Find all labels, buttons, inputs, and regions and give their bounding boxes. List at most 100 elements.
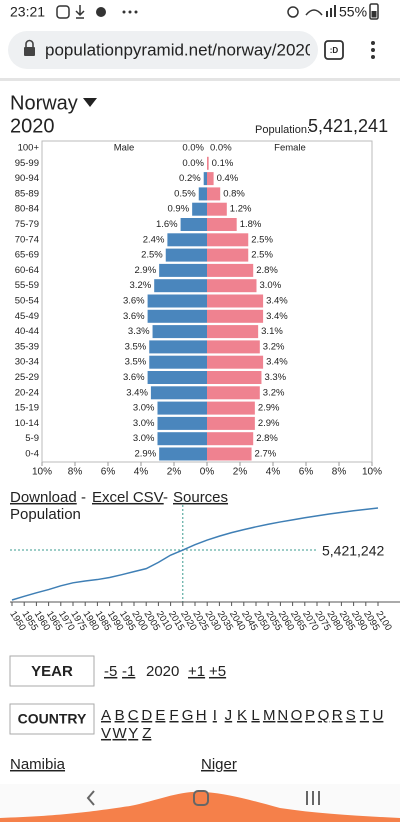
letter-link[interactable]: B [115,707,125,724]
bar-value-label: 3.0% [133,403,155,414]
age-label: 60-64 [15,265,39,276]
bar-value-label: 0.2% [179,173,201,184]
dropdown-arrow[interactable] [83,98,97,107]
x-tick-label: 8% [332,467,347,478]
letter-link[interactable]: G [182,707,194,724]
female-bar [207,325,259,339]
letter-link[interactable]: V [101,725,111,742]
age-label: 90-94 [15,173,39,184]
status-battery: 55% [339,4,367,20]
population-value: 5,421,241 [308,116,388,136]
female-bar [207,172,214,186]
x-tick-label: 4% [266,467,281,478]
bar-value-label: 3.6% [123,296,145,307]
url-text[interactable]: populationpyramid.net/norway/2020 [45,40,314,59]
sources-link[interactable]: Sources [173,489,228,506]
previous-country[interactable]: Namibia [10,756,66,773]
bar-value-label: 2.9% [258,418,280,429]
age-label: 0-4 [25,449,39,460]
age-label: 45-49 [15,311,39,322]
letter-link[interactable]: R [332,707,343,724]
female-bar [207,156,209,170]
next-country[interactable]: Niger [201,756,237,773]
male-bar [150,386,207,400]
tabs-icon: :D [330,46,339,55]
menu-button[interactable] [371,41,375,59]
toolbar-shadow [0,78,400,81]
download-link[interactable]: Download [10,489,77,506]
letter-link[interactable]: D [141,707,152,724]
tabs-button[interactable] [324,40,344,60]
bar-value-label: 1.8% [240,219,262,230]
letter-link[interactable]: Y [128,725,138,742]
lock-icon [24,39,35,56]
bar-value-label: 3.0% [133,418,155,429]
female-bar [207,340,260,354]
letter-link[interactable]: W [113,725,128,742]
female-bar [207,447,252,461]
bar-value-label: 3.4% [266,296,288,307]
letter-link[interactable]: O [291,707,303,724]
letter-link[interactable]: F [169,707,178,724]
age-label: 65-69 [15,250,39,261]
letter-link[interactable]: P [305,707,315,724]
recents-button[interactable] [306,791,320,805]
bar-value-label: 0.1% [212,158,234,169]
csv-link[interactable]: Excel CSV [92,489,164,506]
letter-link[interactable]: H [196,707,207,724]
female-bar [207,294,264,308]
age-label: 100+ [18,143,40,154]
bar-value-label: 3.0% [133,433,155,444]
country-name[interactable]: Norway [10,92,78,114]
letter-link[interactable]: A [101,707,111,724]
age-label: 55-59 [15,280,39,291]
population-label: Population: [255,124,310,136]
line-chart-title: Population [10,506,81,523]
letter-link[interactable]: Z [142,725,151,742]
male-bar [203,172,207,186]
letter-link[interactable]: K [237,707,247,724]
male-bar [165,248,207,262]
year-back-5[interactable]: -5 [104,663,117,680]
status-time: 23:21 [10,4,45,20]
letter-link[interactable]: T [360,707,369,724]
letter-link[interactable]: Q [318,707,330,724]
letter-link[interactable]: J [225,707,233,724]
letter-link[interactable]: E [155,707,165,724]
bar-value-label: 3.6% [123,372,145,383]
bar-value-label: 3.4% [266,311,288,322]
x-tick-label: 6% [299,467,314,478]
x-tick-label: 6% [101,467,116,478]
year-forward-1[interactable]: +1 [188,663,205,680]
back-button[interactable] [86,790,95,806]
legend-female: Female [274,143,306,154]
home-button[interactable] [193,790,209,806]
letter-link[interactable]: I [213,707,217,724]
letter-link[interactable]: S [346,707,356,724]
year-forward-5[interactable]: +5 [209,663,226,680]
year-back-1[interactable]: -1 [122,663,135,680]
age-label: 70-74 [15,234,39,245]
bar-value-label: 3.2% [130,280,152,291]
female-bar [207,279,257,293]
age-label: 85-89 [15,188,39,199]
female-bar [207,386,260,400]
nav-decoration [0,791,400,822]
female-bar [207,401,255,415]
age-label: 75-79 [15,219,39,230]
letter-link[interactable]: L [251,707,259,724]
male-bar [154,279,207,293]
country-label: COUNTRY [18,711,87,727]
x-tick-label: 2% [167,467,182,478]
bar-value-label: 0.5% [174,188,196,199]
age-label: 15-19 [15,403,39,414]
letter-link[interactable]: M [263,707,276,724]
url-bar[interactable] [8,31,318,69]
letter-link[interactable]: C [128,707,139,724]
bar-value-label: 2.9% [134,449,156,460]
letter-link[interactable]: U [373,707,384,724]
letter-link[interactable]: N [277,707,288,724]
female-bar [207,218,237,231]
status-icons [56,3,379,20]
